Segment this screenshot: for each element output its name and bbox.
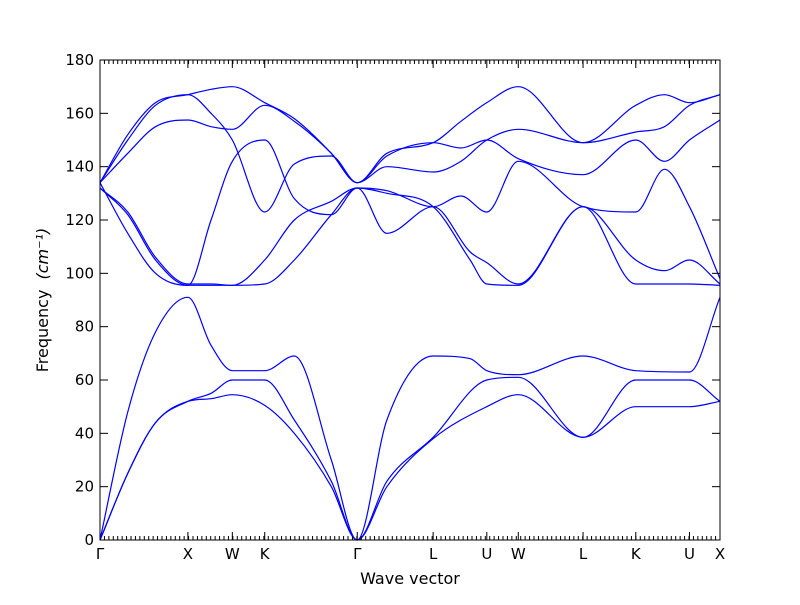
x-tick-label-11: U [684, 545, 695, 563]
phonon-branch-9 [99, 86, 721, 184]
x-tick-label-9: L [579, 545, 588, 563]
phonon-branch-6 [99, 139, 721, 286]
phonon-branch-4 [99, 187, 721, 286]
phonon-branch-5 [99, 187, 721, 286]
x-axis-label: Wave vector [360, 569, 460, 588]
y-tick-label: 0 [84, 531, 94, 549]
tick-label-layer: 0 20 40 60 80 100 120 140 160 180 Γ X W K Γ L U W L K U X [65, 51, 725, 563]
y-tick-label: 180 [65, 51, 94, 69]
plot-frame [99, 59, 721, 541]
series-layer [99, 86, 721, 541]
y-tick-label: 80 [75, 318, 94, 336]
x-tick-label-2: X [183, 545, 193, 563]
x-tick-label-10: K [631, 545, 642, 563]
y-axis-label: Frequency (cm⁻¹) [33, 228, 52, 372]
y-tick-label: 120 [65, 211, 94, 229]
x-tick-label-3: W [225, 545, 240, 563]
x-tick-label-7: U [481, 545, 492, 563]
y-axis-label-text: Frequency [33, 290, 52, 373]
y-tick-label: 100 [65, 264, 94, 282]
x-tick-label-5: Γ [353, 545, 362, 563]
x-tick-label-8: W [511, 545, 526, 563]
x-tick-label-1: Γ [96, 545, 105, 563]
y-tick-label: 40 [75, 424, 94, 442]
y-tick-label: 60 [75, 371, 94, 389]
x-tick-label-4: K [260, 545, 271, 563]
phonon-branch-7 [99, 104, 721, 184]
x-tick-label-12: X [715, 545, 725, 563]
y-axis-label-unit: (cm⁻¹) [33, 228, 52, 280]
y-tick-label: 20 [75, 478, 94, 496]
x-tick-label-6: L [429, 545, 438, 563]
phonon-branch-3 [99, 296, 721, 541]
phonon-branch-8 [99, 94, 721, 213]
y-tick-label: 160 [65, 104, 94, 122]
y-tick-label: 140 [65, 158, 94, 176]
tick-layer [99, 59, 721, 541]
phonon-branch-1 [99, 394, 721, 541]
